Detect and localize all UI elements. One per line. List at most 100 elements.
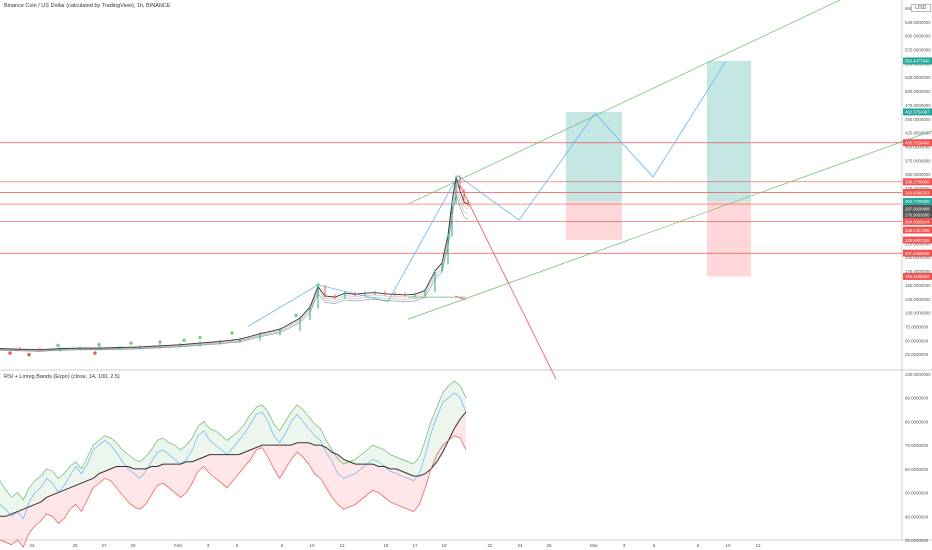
price-tick-label: 350.0000000 [905,172,931,177]
rsi-tick-label: 60.0000000 [905,467,929,472]
price-label: 300.7700000 [905,199,930,204]
price-tick-label: 400.0000000 [905,144,931,149]
price-label: 276.9063000 [905,212,930,217]
sell-signal-dot [93,351,97,355]
channel-lower-line [407,130,932,320]
time-tick-label: 5 [236,543,239,548]
price-tick-label: 225.0000000 [905,241,931,246]
price-label: 336.1700000 [905,180,930,185]
rsi-tick-label: 40.0000000 [905,514,929,519]
price-tick-label: 525.0000000 [905,75,931,80]
time-tick-label: 8 [697,543,700,548]
projection-line-short [454,295,467,301]
price-label: 462.3754067 [905,110,930,115]
time-tick-label: 19 [441,543,447,548]
sell-signal-dot [27,353,31,357]
price-label-bg [903,108,932,116]
loss-zone [566,201,622,241]
time-tick-label: 5 [653,543,656,548]
price-tick-label: 100.0000000 [905,311,931,316]
moving-average-line [0,188,469,352]
buy-signal-dot [158,340,162,344]
buy-signal-dot [97,343,101,347]
rsi-tick-label: 80.0000000 [905,419,929,424]
price-label-bg [903,139,932,147]
price-tick-label: 25.0000000 [905,352,929,357]
time-tick-label: Mar [590,543,598,548]
price-tick-label: 325.0000000 [905,186,931,191]
buy-signal-dot [316,283,320,287]
time-tick-label: 26 [546,543,552,548]
rsi-series-line [0,435,467,548]
price-tick-label: 575.0000000 [905,48,931,53]
time-tick-label: 17 [412,543,418,548]
price-label-bg [903,178,932,186]
price-label-bg [903,197,932,205]
price-label-bg [903,205,932,213]
rsi-series-line [0,392,467,520]
price-label-bg [903,236,932,244]
rsi-tick-label: 70.0000000 [905,443,929,448]
time-tick-label: 12 [339,543,345,548]
price-tick-label: 125.0000000 [905,297,931,302]
buy-signal-dot [182,338,186,343]
moving-average-line [0,194,469,352]
time-tick-label: 3 [623,543,626,548]
time-tick-label: 10 [725,543,731,548]
buy-signal-dot [198,335,202,340]
rsi-series-line [0,380,467,501]
price-tick-label: 175.0000000 [905,269,931,274]
price-tick-label: 150.0000000 [905,283,931,288]
buy-signal-dot [230,331,234,335]
price-label: 249.1421399 [905,228,930,233]
rsi-upper-fill [0,381,466,517]
price-tick-label: 425.0000000 [905,131,931,136]
indicator-title: RSI + Linreg Bands (Expo) (close, 14, 10… [4,374,120,380]
time-tick-label: 24 [517,543,523,548]
rsi-tick-label: 100.0000000 [905,372,931,377]
time-tick-label: 12 [755,543,761,548]
price-label: 287.9828468 [905,206,930,211]
price-label-bg [903,226,932,234]
time-tick-label: 10 [309,543,315,548]
price-label: 316.9290253 [905,190,930,195]
sell-signal-dot [8,351,12,355]
projection-line-down [459,185,557,380]
time-tick-label: 8 [281,543,284,548]
price-label: 165.3195818 [905,274,930,279]
price-label-bg [903,57,932,65]
price-label: 406.7028408 [905,141,930,146]
currency-badge[interactable]: USD [911,4,931,12]
price-label: 264.4029144 [905,219,930,224]
price-label-bg [903,218,932,226]
price-label: 554.4477940 [905,59,930,64]
rsi-tick-label: 30.0000000 [905,538,929,543]
price-tick-label: 475.0000000 [905,103,931,108]
time-tick-label: 3 [207,543,210,548]
wave-path [247,60,727,327]
price-tick-label: 450.0000000 [905,117,931,122]
time-tick-label: 22 [487,543,493,548]
time-tick-label: 29 [130,543,136,548]
price-label-bg [903,249,932,257]
profit-zone [566,111,622,202]
rsi-tick-label: 50.0000000 [905,491,929,496]
buy-signal-dot [129,341,133,345]
price-tick-label: 200.0000000 [905,255,931,260]
moving-average-line [0,182,469,351]
price-tick-label: 625.0000000 [905,20,931,25]
rsi-tick-label: 90.0000000 [905,396,929,401]
price-tick-label: 600.0000000 [905,34,931,39]
time-tick-label: 25 [72,543,78,548]
price-label: 207.2458238 [905,251,930,256]
channel-upper-line [407,0,841,205]
time-tick-label: 15 [383,543,389,548]
price-label-bg [903,211,932,219]
buy-signal-dot [56,343,60,347]
rsi-lower-fill [0,411,466,548]
price-tick-label: 75.0000000 [905,324,929,329]
time-tick-label: 22 [29,543,35,548]
time-tick-label: Feb [174,543,182,548]
price-label-bg [903,188,932,196]
